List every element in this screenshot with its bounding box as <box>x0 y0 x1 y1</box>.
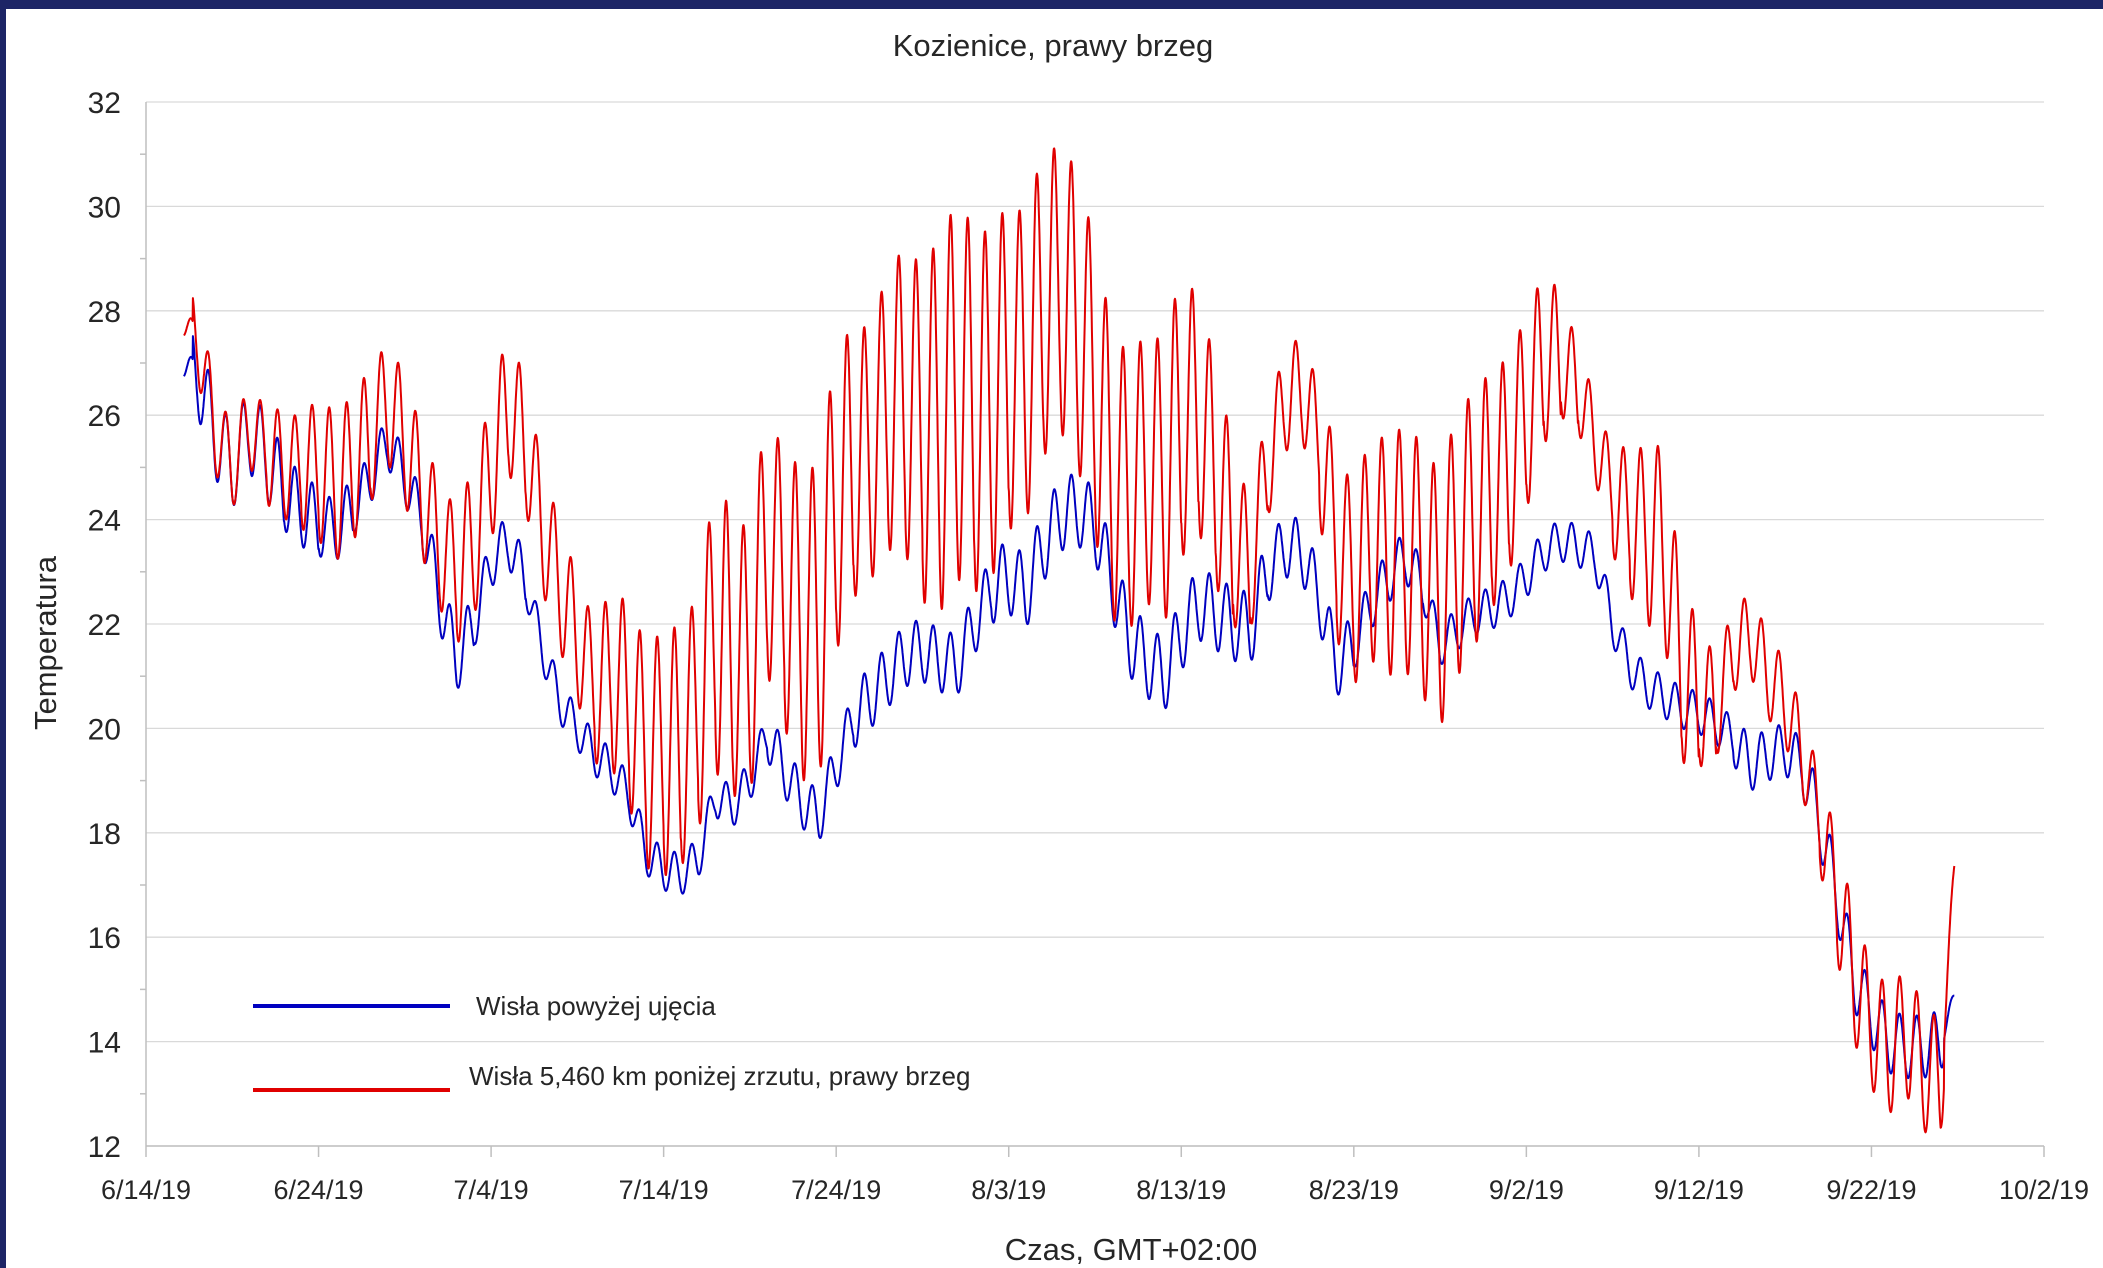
y-tick-label: 16 <box>88 922 121 955</box>
y-tick-label: 24 <box>88 505 121 538</box>
temperature-chart: Kozienice, prawy brzeg 12 14 16 18 20 22 24 26 2… <box>28 28 2089 1267</box>
horizontal-gridlines <box>146 101 2044 1147</box>
legend-label-blue: Wisła powyżej ujęcia <box>476 991 716 1021</box>
chart-title: Kozienice, prawy brzeg <box>893 28 1214 63</box>
y-tick-label: 14 <box>88 1027 121 1060</box>
x-tick-label: 9/22/19 <box>1826 1175 1916 1205</box>
y-tick-label: 20 <box>88 713 121 746</box>
x-tick-label: 10/2/19 <box>1999 1175 2089 1205</box>
x-tick-label: 7/14/19 <box>619 1175 709 1205</box>
y-tick-label: 30 <box>88 191 121 224</box>
y-tick-label: 32 <box>88 87 121 120</box>
x-tick-label: 9/12/19 <box>1654 1175 1744 1205</box>
y-tick-label: 28 <box>88 296 121 329</box>
x-axis-title: Czas, GMT+02:00 <box>1005 1232 1257 1267</box>
series-lines <box>183 147 1956 1134</box>
y-axis-ticks: 12 14 16 18 20 22 24 26 28 30 32 <box>88 87 147 1164</box>
y-tick-label: 22 <box>88 609 121 642</box>
x-tick-label: 9/2/19 <box>1489 1175 1564 1205</box>
y-tick-label: 26 <box>88 400 121 433</box>
x-tick-label: 8/3/19 <box>971 1175 1046 1205</box>
y-tick-label: 18 <box>88 818 121 851</box>
series-line-blue <box>183 335 1955 1080</box>
y-axis-title: Temperatura <box>28 555 63 730</box>
x-tick-label: 7/24/19 <box>791 1175 881 1205</box>
series-line-red <box>183 147 1956 1134</box>
legend: Wisła powyżej ujęcia Wisła 5,460 km poni… <box>253 991 970 1092</box>
x-axis: 6/14/19 6/24/19 7/4/19 7/14/19 7/24/19 8/3/19… <box>101 1145 2089 1205</box>
legend-label-red: Wisła 5,460 km poniżej zrzutu, prawy brz… <box>469 1061 970 1091</box>
x-tick-label: 6/24/19 <box>273 1175 363 1205</box>
x-tick-label: 8/23/19 <box>1309 1175 1399 1205</box>
y-tick-label: 12 <box>88 1131 121 1164</box>
x-tick-label: 7/4/19 <box>454 1175 529 1205</box>
x-tick-label: 6/14/19 <box>101 1175 191 1205</box>
x-tick-label: 8/13/19 <box>1136 1175 1226 1205</box>
chart-panel: Kozienice, prawy brzeg 12 14 16 18 20 22 24 26 2… <box>6 9 2103 1268</box>
